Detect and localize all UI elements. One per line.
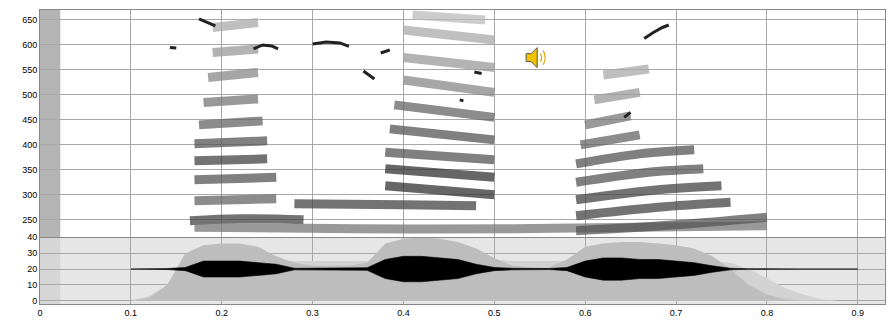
svg-text:450: 450 <box>22 115 37 125</box>
svg-text:0.3: 0.3 <box>306 308 319 318</box>
svg-text:0.5: 0.5 <box>488 308 501 318</box>
svg-text:650: 650 <box>22 15 37 25</box>
svg-text:500: 500 <box>22 90 37 100</box>
svg-text:10: 10 <box>27 280 37 290</box>
svg-text:0.6: 0.6 <box>579 308 592 318</box>
svg-text:40: 40 <box>27 232 37 242</box>
svg-text:0.7: 0.7 <box>670 308 683 318</box>
svg-text:30: 30 <box>27 248 37 258</box>
svg-text:550: 550 <box>22 65 37 75</box>
svg-text:0.8: 0.8 <box>761 308 774 318</box>
svg-text:400: 400 <box>22 140 37 150</box>
svg-text:0: 0 <box>37 308 42 318</box>
svg-text:250: 250 <box>22 215 37 225</box>
svg-text:350: 350 <box>22 165 37 175</box>
svg-text:0.1: 0.1 <box>125 308 138 318</box>
svg-text:300: 300 <box>22 190 37 200</box>
svg-text:600: 600 <box>22 40 37 50</box>
svg-text:0.2: 0.2 <box>215 308 228 318</box>
svg-text:20: 20 <box>27 264 37 274</box>
svg-text:0.9: 0.9 <box>851 308 864 318</box>
svg-text:0.4: 0.4 <box>397 308 410 318</box>
svg-text:0: 0 <box>32 296 37 306</box>
